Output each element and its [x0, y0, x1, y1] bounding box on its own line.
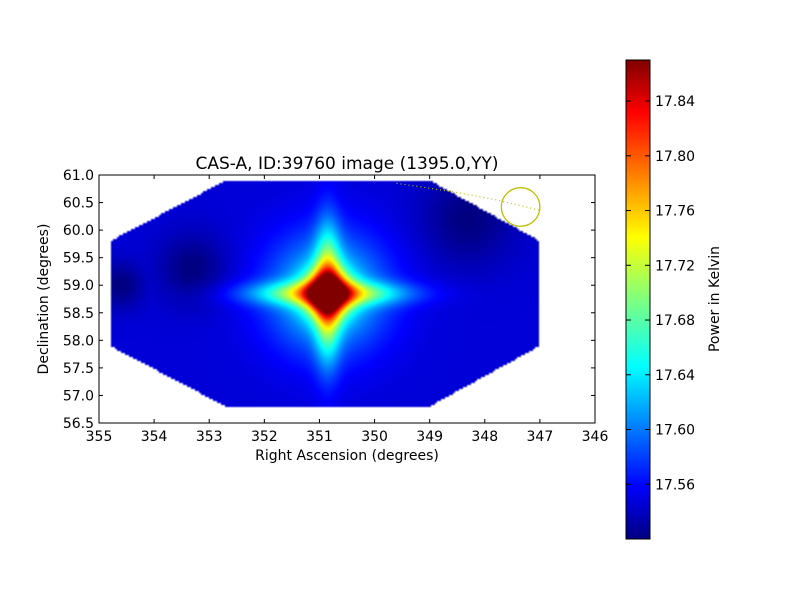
y-tick-label: 60.0: [63, 223, 94, 239]
y-axis-label: Declination (degrees): [36, 224, 52, 375]
y-tick-label: 59.0: [63, 278, 94, 294]
heatmap-axes: 355 354 353 352 351 350 349 348 347 346 56.557.05…: [36, 154, 608, 464]
colorbar-tick-label: 17.64: [655, 368, 695, 384]
y-axis: 56.5 57.0 57.5 58.0 58.5 59.0 59.5 60.0 60.5 61.0: [63, 168, 595, 432]
y-tick-label: 59.5: [63, 251, 94, 267]
colorbar-tick-label: 17.60: [655, 423, 695, 439]
y-tick-label: 57.5: [63, 361, 94, 377]
beam-circle: [500, 187, 541, 227]
colorbar-label: Power in Kelvin: [707, 246, 723, 352]
y-tick-label: 58.0: [63, 333, 94, 349]
x-tick-label: 348: [471, 429, 498, 445]
heatmap-image: [99, 175, 595, 423]
y-tick-label: 57.0: [63, 388, 94, 404]
colorbar-gradient: [625, 59, 651, 540]
colorbar: 17.56 17.60 17.64 17.68 17.72 17.76 17.80 17.84…: [625, 59, 723, 540]
colorbar-tick-label: 17.72: [655, 258, 695, 274]
x-tick-label: 355: [86, 429, 113, 445]
colorbar-tick-label: 17.80: [655, 149, 695, 165]
x-tick-label: 346: [582, 429, 609, 445]
y-tick-label: 61.0: [63, 168, 94, 184]
x-tick-label: 350: [361, 429, 388, 445]
x-tick-label: 352: [251, 429, 278, 445]
x-tick-label: 354: [141, 429, 168, 445]
colorbar-tick-label: 17.56: [655, 477, 695, 493]
x-tick-label: 347: [527, 429, 554, 445]
x-tick-label: 351: [306, 429, 333, 445]
colorbar-axis: 17.56 17.60 17.64 17.68 17.72 17.76 17.80 17.84: [626, 94, 695, 493]
x-axis-label: Right Ascension (degrees): [255, 448, 439, 464]
plot-frame: [98, 174, 596, 424]
x-tick-label: 349: [416, 429, 443, 445]
y-tick-label: 60.5: [63, 196, 94, 212]
colorbar-tick-label: 17.68: [655, 313, 695, 329]
x-axis: 355 354 353 352 351 350 349 348 347 346: [86, 175, 609, 445]
chart-title: CAS-A, ID:39760 image (1395.0,YY): [195, 154, 498, 174]
colorbar-tick-label: 17.84: [655, 94, 695, 110]
y-tick-label: 56.5: [63, 416, 94, 432]
colorbar-tick-label: 17.76: [655, 204, 695, 220]
y-tick-label: 58.5: [63, 306, 94, 322]
x-tick-label: 353: [196, 429, 223, 445]
